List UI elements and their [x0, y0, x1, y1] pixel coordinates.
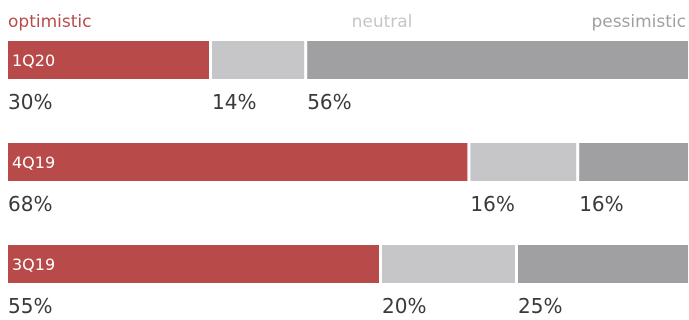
bar-segment-optimistic — [8, 41, 209, 79]
bar-segment-optimistic — [8, 143, 468, 181]
value-label-pessimistic: 25% — [518, 294, 562, 318]
value-label-neutral: 20% — [382, 294, 426, 318]
bar-segment-optimistic — [8, 245, 379, 283]
bar-segment-neutral — [382, 245, 515, 283]
bar-row-1q20: 30% 14% 56% 1Q20 — [8, 41, 688, 114]
legend: optimistic neutral pessimistic — [8, 12, 686, 32]
legend-item-pessimistic: pessimistic — [591, 12, 686, 32]
value-label-pessimistic: 56% — [307, 90, 351, 114]
value-label-optimistic: 30% — [8, 90, 52, 114]
bar-segment-neutral — [470, 143, 577, 181]
bar-segment-neutral — [212, 41, 305, 79]
bar-segment-pessimistic — [518, 245, 688, 283]
category-label: 1Q20 — [12, 51, 55, 70]
legend-item-optimistic: optimistic — [8, 12, 91, 32]
bars-group: 30% 14% 56% 1Q20 68% 16% 16% 4Q19 55% 20% 25% 3Q19 — [8, 41, 688, 318]
category-label: 3Q19 — [12, 255, 55, 274]
value-label-neutral: 14% — [212, 90, 256, 114]
value-label-neutral: 16% — [470, 192, 514, 216]
bar-row-4q19: 68% 16% 16% 4Q19 — [8, 143, 688, 216]
legend-item-neutral: neutral — [352, 12, 413, 32]
bar-segment-pessimistic — [307, 41, 688, 79]
bar-row-3q19: 55% 20% 25% 3Q19 — [8, 245, 688, 318]
value-label-pessimistic: 16% — [579, 192, 623, 216]
bar-segment-pessimistic — [579, 143, 688, 181]
value-label-optimistic: 55% — [8, 294, 52, 318]
value-label-optimistic: 68% — [8, 192, 52, 216]
category-label: 4Q19 — [12, 153, 55, 172]
